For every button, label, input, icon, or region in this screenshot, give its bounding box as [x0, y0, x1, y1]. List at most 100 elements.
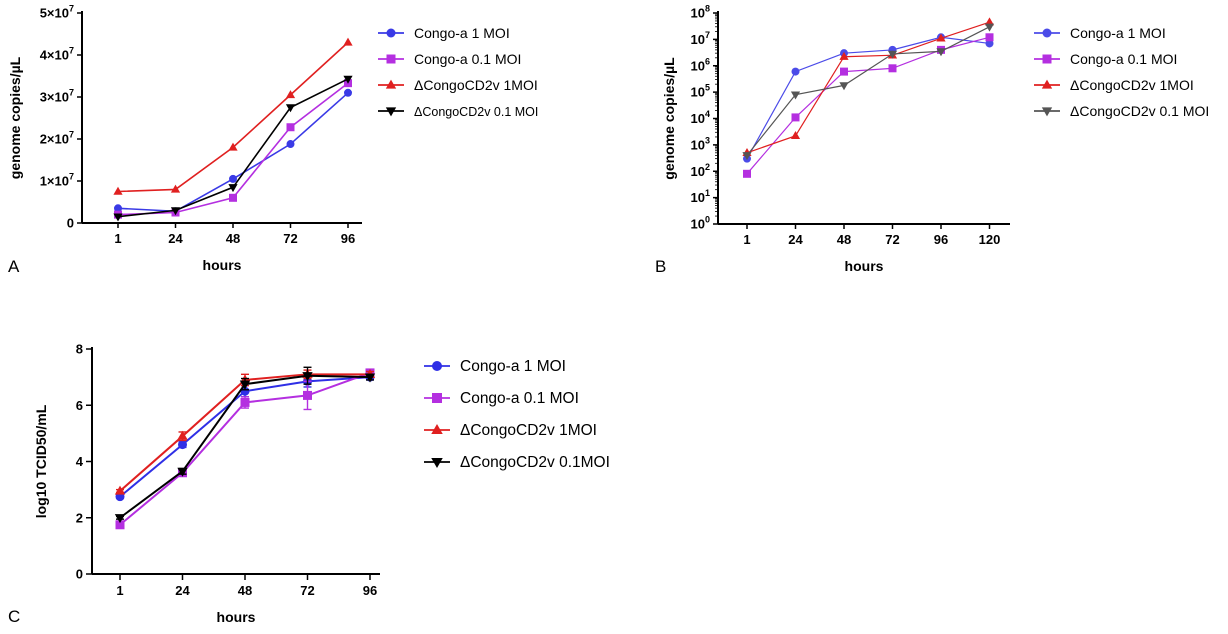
data-point — [985, 39, 994, 48]
y-tick-label: 3×107 — [40, 88, 74, 105]
x-tick-label: 24 — [175, 583, 190, 598]
y-tick-label: 5×107 — [40, 4, 74, 21]
legend-item: Congo-a 1 MOI — [424, 358, 566, 375]
data-point — [790, 91, 801, 100]
legend-marker — [1042, 54, 1052, 64]
y-axis-label: log10 TCID50/mL — [33, 404, 49, 518]
y-tick-label: 105 — [691, 83, 710, 100]
legend-label: ΔCongoCD2v 1MOI — [460, 422, 597, 439]
legend-item: Congo-a 1 MOI — [1034, 25, 1166, 41]
data-point — [285, 104, 296, 113]
data-point — [113, 186, 123, 195]
legend-marker — [386, 28, 396, 38]
data-point — [303, 390, 312, 400]
x-tick-label: 24 — [788, 232, 803, 247]
x-axis-label: hours — [217, 609, 256, 625]
x-tick-label: 1 — [116, 583, 123, 598]
data-point — [936, 48, 946, 57]
y-tick-label: 102 — [691, 162, 710, 179]
y-tick-label: 101 — [691, 188, 710, 205]
data-point — [985, 33, 994, 42]
legend-label: ΔCongoCD2v 0.1 MOI — [1070, 103, 1209, 119]
x-tick-label: 120 — [979, 232, 1001, 247]
data-point — [936, 33, 946, 42]
data-point — [113, 213, 123, 222]
series-line — [117, 41, 349, 193]
series-line — [746, 26, 990, 156]
data-point — [840, 67, 848, 76]
data-point — [229, 193, 237, 202]
legend-item: Congo-a 0.1 MOI — [424, 390, 579, 407]
y-tick-label: 108 — [691, 4, 710, 21]
data-point — [177, 467, 188, 477]
data-point — [790, 131, 801, 140]
series-line — [746, 36, 990, 175]
x-tick-label: 1 — [114, 231, 121, 246]
legend-label: Congo-a 0.1 MOI — [1070, 51, 1177, 67]
y-tick-label: 4×107 — [40, 46, 74, 63]
data-point — [178, 440, 187, 450]
panel-letter: A — [8, 257, 20, 276]
y-tick-label: 0 — [76, 567, 83, 582]
legend-item: ΔCongoCD2v 1MOI — [424, 422, 597, 439]
legend-label: ΔCongoCD2v 0.1 MOI — [414, 105, 538, 119]
data-point — [170, 207, 181, 216]
legend-label: Congo-a 1 MOI — [1070, 25, 1166, 41]
data-point — [791, 67, 800, 76]
legend: Congo-a 1 MOI Congo-a 0.1 MOI ΔCongoCD2v 1… — [378, 25, 538, 119]
series-3 — [113, 37, 353, 195]
panel-letter: C — [8, 607, 20, 626]
panel-letter: B — [655, 257, 666, 276]
series-4 — [742, 23, 995, 161]
y-tick-label: 104 — [691, 109, 710, 126]
legend-marker — [432, 361, 442, 371]
x-tick-label: 48 — [837, 232, 851, 247]
series-1 — [115, 372, 375, 502]
data-point — [302, 372, 313, 382]
data-point — [742, 152, 752, 161]
data-point — [114, 485, 126, 495]
legend-item: Congo-a 0.1 MOI — [1034, 51, 1177, 67]
data-point — [839, 82, 849, 91]
legend-item: ΔCongoCD2v 1MOI — [1034, 77, 1194, 93]
panel-a: 0 1×107 2×107 3×107 4×107 5×107 1 24 48 72 96 hours… — [7, 4, 538, 277]
y-tick-label: 0 — [67, 216, 74, 231]
legend: Congo-a 1 MOI Congo-a 0.1 MOI ΔCongoCD2v 1… — [424, 358, 610, 471]
data-point — [114, 204, 122, 213]
legend-label: ΔCongoCD2v 1MOI — [1070, 77, 1194, 93]
data-point — [984, 23, 995, 32]
y-tick-label: 100 — [691, 215, 710, 232]
legend-marker — [431, 458, 443, 468]
data-point — [791, 113, 800, 122]
legend: Congo-a 1 MOI Congo-a 0.1 MOI ΔCongoCD2v 1… — [1034, 25, 1209, 119]
legend-item: ΔCongoCD2v 0.1MOI — [424, 454, 610, 471]
data-point — [887, 50, 898, 59]
legend-label: ΔCongoCD2v 0.1MOI — [460, 454, 610, 471]
data-point — [364, 373, 376, 383]
y-axis-label: genome copies/µL — [661, 57, 677, 180]
x-axis-label: hours — [845, 258, 884, 274]
x-tick-label: 48 — [226, 231, 240, 246]
data-point — [170, 184, 181, 193]
y-tick-label: 1×107 — [40, 172, 74, 189]
series-2 — [743, 33, 994, 178]
y-tick-label: 103 — [691, 135, 710, 152]
y-tick-label: 2×107 — [40, 130, 74, 147]
x-tick-label: 96 — [934, 232, 948, 247]
legend-marker — [385, 79, 397, 89]
series-1 — [743, 33, 994, 163]
data-point — [286, 140, 295, 149]
x-tick-label: 72 — [885, 232, 899, 247]
data-point — [114, 514, 126, 524]
legend-marker — [1041, 79, 1053, 89]
legend-label: Congo-a 1 MOI — [414, 25, 510, 41]
y-tick-label: 6 — [76, 398, 83, 413]
legend-marker — [432, 393, 442, 403]
data-point — [115, 520, 125, 530]
y-axis-label: genome copies/µL — [7, 56, 23, 179]
legend-item: Congo-a 1 MOI — [378, 25, 510, 41]
x-tick-label: 72 — [283, 231, 297, 246]
x-tick-label: 96 — [341, 231, 355, 246]
